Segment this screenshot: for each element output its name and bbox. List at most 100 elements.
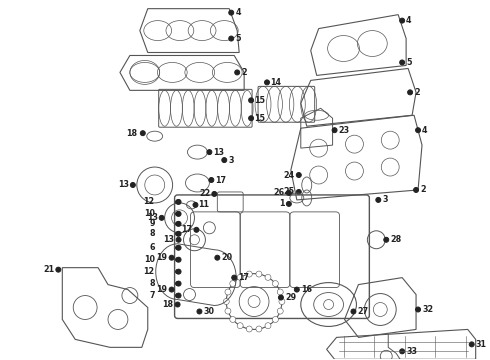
Circle shape: [272, 316, 278, 323]
Circle shape: [207, 150, 212, 154]
Text: 4: 4: [235, 8, 241, 17]
Text: 3: 3: [382, 195, 388, 204]
Circle shape: [277, 308, 283, 314]
Text: 25: 25: [284, 188, 295, 197]
Circle shape: [384, 237, 389, 242]
Circle shape: [416, 307, 420, 312]
Circle shape: [278, 295, 283, 300]
Text: 13: 13: [147, 213, 158, 222]
Circle shape: [248, 98, 254, 103]
Circle shape: [175, 212, 179, 216]
Circle shape: [246, 271, 252, 277]
Text: 19: 19: [157, 253, 168, 262]
Circle shape: [248, 116, 254, 121]
Circle shape: [400, 349, 405, 354]
Circle shape: [229, 10, 234, 15]
Text: 11: 11: [198, 201, 209, 210]
Circle shape: [176, 281, 181, 286]
Circle shape: [175, 302, 180, 307]
Circle shape: [230, 316, 236, 323]
Circle shape: [286, 201, 292, 206]
Circle shape: [209, 177, 214, 183]
Circle shape: [225, 289, 231, 295]
Text: 4: 4: [422, 126, 427, 135]
Circle shape: [408, 90, 413, 95]
Circle shape: [176, 269, 181, 274]
Circle shape: [175, 293, 179, 298]
Circle shape: [130, 183, 135, 188]
Circle shape: [225, 308, 231, 314]
Text: 10: 10: [144, 255, 155, 264]
Circle shape: [176, 293, 181, 298]
Circle shape: [332, 128, 337, 133]
Text: 14: 14: [270, 78, 281, 87]
Circle shape: [176, 231, 181, 236]
Text: 13: 13: [118, 180, 129, 189]
Text: 17: 17: [181, 225, 193, 234]
Text: 2: 2: [241, 68, 247, 77]
Text: 15: 15: [254, 114, 265, 123]
Circle shape: [176, 245, 181, 250]
Circle shape: [175, 246, 179, 250]
Circle shape: [296, 172, 301, 177]
Text: 17: 17: [238, 273, 249, 282]
Text: 3: 3: [228, 156, 234, 165]
Text: 29: 29: [285, 293, 296, 302]
Text: 12: 12: [144, 267, 155, 276]
Text: 31: 31: [476, 340, 487, 349]
Text: 15: 15: [254, 96, 265, 105]
Circle shape: [246, 326, 252, 332]
Circle shape: [175, 232, 179, 236]
Text: 19: 19: [157, 285, 168, 294]
Circle shape: [265, 274, 271, 280]
Circle shape: [265, 80, 270, 85]
Text: 23: 23: [339, 126, 350, 135]
Circle shape: [140, 131, 145, 136]
Circle shape: [176, 237, 181, 242]
Circle shape: [256, 326, 262, 332]
Circle shape: [229, 36, 234, 41]
Text: 12: 12: [144, 197, 155, 206]
Text: 33: 33: [406, 347, 417, 356]
Text: 8: 8: [149, 279, 155, 288]
Circle shape: [414, 188, 418, 193]
Circle shape: [230, 280, 236, 287]
Circle shape: [235, 70, 240, 75]
Text: 7: 7: [149, 291, 155, 300]
Circle shape: [56, 267, 61, 272]
Text: 28: 28: [390, 235, 401, 244]
Circle shape: [169, 255, 174, 260]
Text: 13: 13: [164, 235, 174, 244]
Text: 9: 9: [149, 219, 155, 228]
Text: 13: 13: [213, 148, 224, 157]
Text: 16: 16: [301, 285, 312, 294]
Circle shape: [277, 289, 283, 295]
Circle shape: [400, 60, 405, 65]
Text: 18: 18: [126, 129, 137, 138]
Text: 26: 26: [274, 188, 285, 197]
Circle shape: [193, 202, 198, 207]
Circle shape: [175, 200, 179, 204]
Circle shape: [159, 215, 164, 220]
Circle shape: [237, 274, 243, 280]
Text: 32: 32: [422, 305, 433, 314]
Circle shape: [175, 270, 179, 274]
Circle shape: [265, 323, 271, 329]
Circle shape: [286, 190, 292, 195]
Circle shape: [169, 287, 174, 292]
Circle shape: [400, 18, 405, 23]
Circle shape: [376, 197, 381, 202]
Circle shape: [237, 323, 243, 329]
Circle shape: [223, 298, 229, 305]
Text: 22: 22: [199, 189, 210, 198]
Circle shape: [279, 298, 285, 305]
Circle shape: [176, 199, 181, 204]
Circle shape: [176, 257, 181, 262]
Text: 18: 18: [163, 300, 173, 309]
Circle shape: [351, 309, 356, 314]
Text: 27: 27: [357, 307, 368, 316]
Text: 30: 30: [203, 307, 215, 316]
Circle shape: [416, 128, 420, 133]
Circle shape: [296, 189, 301, 194]
Circle shape: [176, 211, 181, 216]
